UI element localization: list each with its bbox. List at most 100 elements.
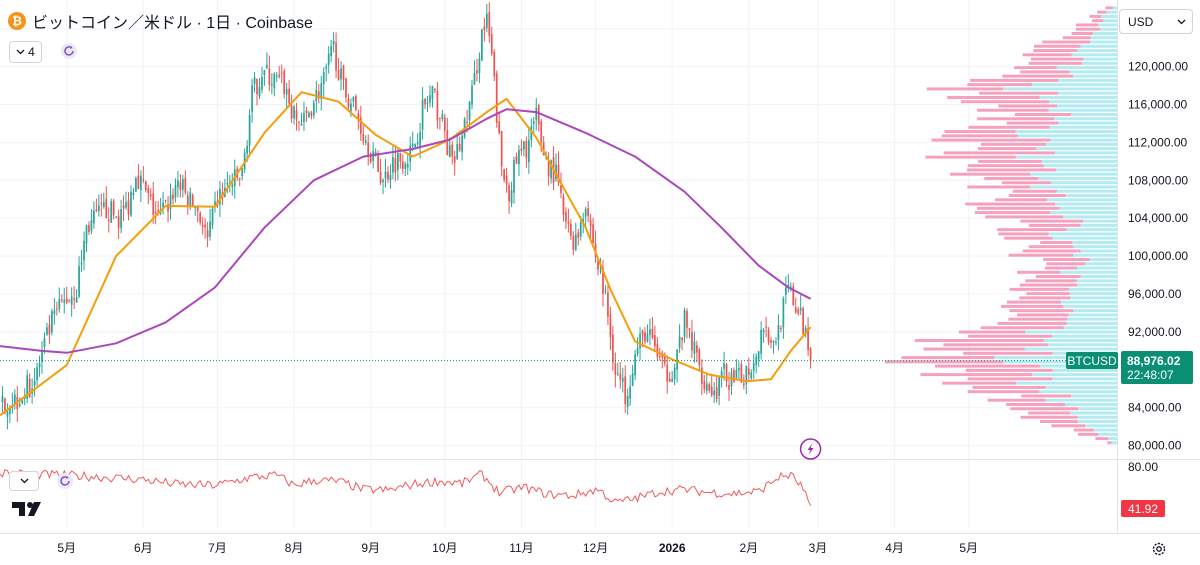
refresh-icon[interactable] [61,43,77,59]
vp-bar-down [947,95,1040,99]
vp-bar-down [1006,300,1061,304]
vp-bar-down [1014,66,1057,70]
vp-bar-up [1038,390,1117,394]
vp-bar-down [1040,240,1073,244]
candle-body [542,142,545,156]
candle-body [238,178,241,180]
last-price-label: 88,976.02 [1127,354,1181,368]
settings-gear-icon[interactable] [1151,541,1167,557]
candle-body [654,335,656,347]
candle-body [359,117,362,134]
candle-body [88,224,90,233]
candle-body [419,132,421,146]
candle-body [649,329,651,335]
vp-bar-up [1052,377,1117,381]
candle-body [646,333,649,342]
candle-body [508,185,510,202]
candle-body [448,145,451,158]
candle-body [599,270,602,272]
vp-bar-up [1108,437,1117,441]
bitcoin-logo-icon: ₿ [8,12,26,30]
currency-select[interactable]: USD [1119,9,1193,34]
price-tick-label: 112,000.00 [1128,135,1187,149]
candle-body [656,343,659,357]
indicators-toggle-button[interactable]: 4 [9,41,42,63]
candle-body [278,74,281,77]
vp-bar-up [1066,228,1117,232]
vp-bar-down [1006,121,1059,125]
candle-body [379,171,382,183]
candle-body [446,130,449,156]
countdown-label: 22:48:07 [1127,368,1174,382]
candle-body [162,202,164,209]
candle-body [1,395,4,403]
vp-bar-up [1003,360,1117,364]
rsi-refresh-icon[interactable] [57,473,73,489]
candle-body [189,192,192,206]
candle-body [209,221,211,237]
vp-bar-up [1101,14,1117,18]
vp-bar-up [1070,113,1117,116]
candle-body [219,188,221,205]
rsi-toggle-button[interactable] [9,471,39,491]
price-axis: 124,000.00120,000.00116,000.00112,000.00… [1128,22,1188,453]
vp-bar-down [1028,245,1074,249]
vp-bar-up [1052,236,1117,240]
candle-body [196,207,199,212]
candle-body [569,223,572,236]
candle-body [488,11,491,37]
volume-profile [884,6,1117,445]
vp-bar-down [960,100,1050,104]
candle-body [149,194,152,197]
candle-body [458,143,461,151]
symbol-title[interactable]: ビットコイン／米ドル · 1日 · Coinbase [32,15,313,32]
vp-bar-down [1020,219,1084,223]
vp-bar-up [1080,275,1117,279]
candle-body [426,102,429,105]
candle-body [43,338,46,348]
vp-bar-down [970,78,1059,82]
candle-body [644,332,646,342]
vp-bar-up [1071,53,1117,57]
vp-bar-down [1022,249,1081,253]
candle-body [177,180,179,188]
price-tick-label: 84,000.00 [1128,401,1182,415]
vp-bar-down [926,87,1004,91]
vp-bar-down [965,368,1053,372]
vp-bar-up [1063,304,1117,308]
vp-bar-down [977,108,1049,112]
vp-bar-up [1083,219,1117,223]
vp-bar-up [1103,19,1117,23]
vp-bar-up [1049,125,1117,129]
candle-body [102,202,105,207]
price-tick-label: 108,000.00 [1128,173,1188,187]
candle-body [720,371,723,378]
vp-bar-up [1073,253,1117,257]
candle-body [369,153,372,163]
vp-bar-up [1059,206,1117,210]
vp-bar-up [1077,49,1117,53]
candle-body [560,185,562,193]
time-tick-label: 3月 [809,541,828,555]
candle-body [439,117,441,119]
vp-bar-down [972,385,1046,389]
time-tick-label: 10月 [432,541,457,555]
candle-body [686,310,688,328]
vp-bar-up [1003,87,1117,91]
candle-body [377,153,379,172]
candle-body [777,324,780,341]
candle-body [745,366,748,384]
candle-body [33,380,36,386]
vp-bar-up [1049,100,1117,104]
candle-body [399,152,402,162]
candle-body [389,174,392,181]
tradingview-logo-icon[interactable] [12,502,46,521]
vp-bar-up [1081,61,1117,65]
candle-body [290,105,293,119]
candle-body [6,411,9,417]
vp-bar-down [1001,304,1064,308]
vp-bar-up [1054,117,1117,121]
candle-body [443,117,446,131]
candle-body [317,91,320,99]
